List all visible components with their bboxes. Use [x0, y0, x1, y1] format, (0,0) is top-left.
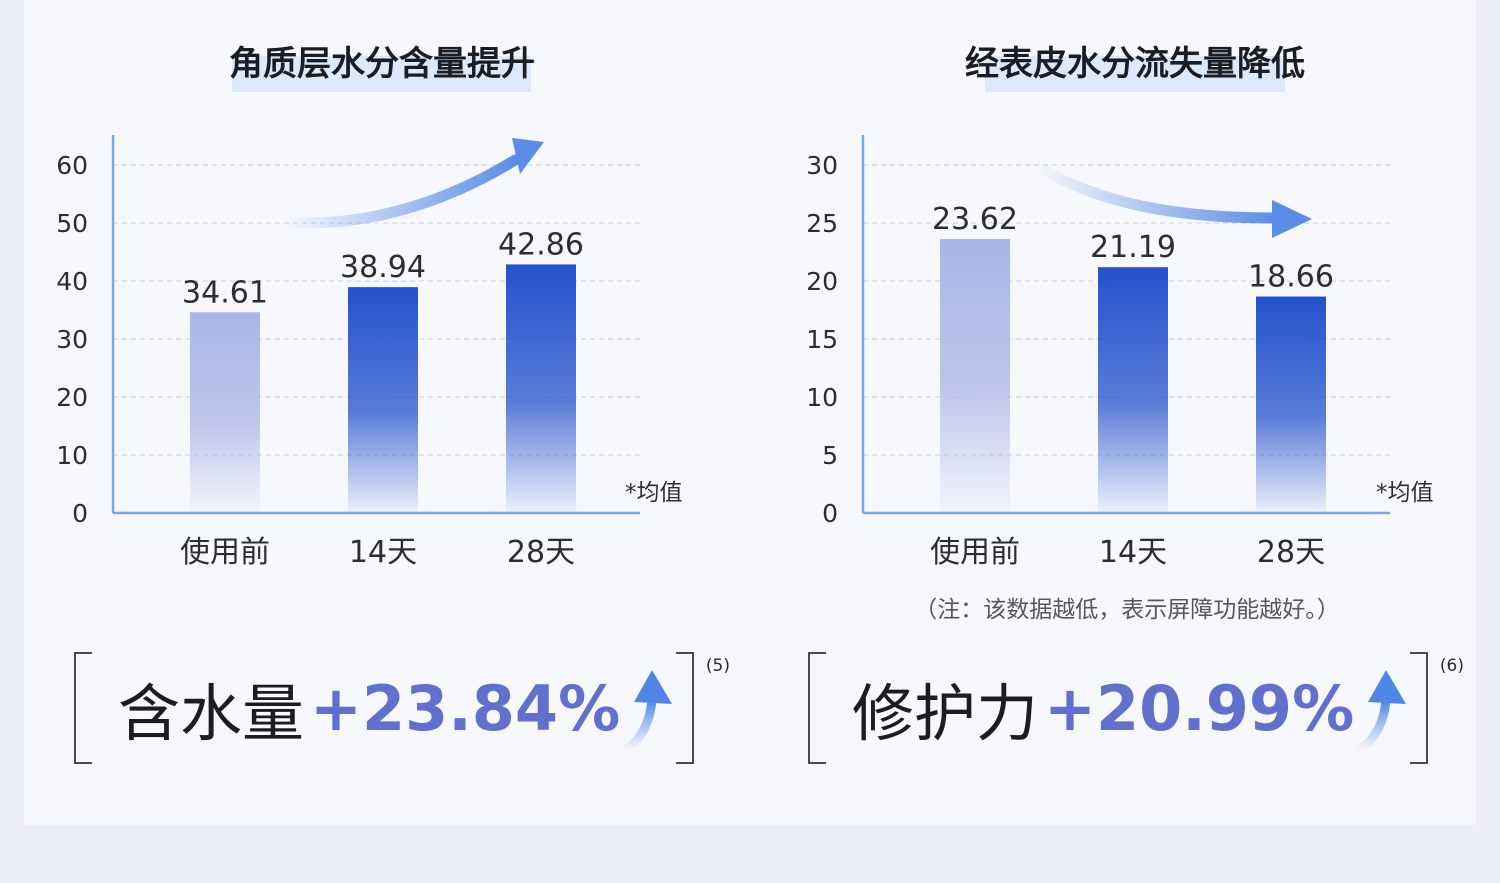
- up-arrow-icon: [1356, 670, 1407, 750]
- title-highlight-left: [232, 56, 531, 92]
- bracket-left: [74, 652, 92, 764]
- bracket-right: [676, 652, 694, 764]
- stat-value: +23.84%: [310, 671, 621, 745]
- y-tick-label: 20: [806, 267, 838, 296]
- arrow-head-icon: [1272, 200, 1312, 238]
- stat-label: 含水量: [118, 677, 305, 750]
- y-tick-label: 40: [56, 267, 88, 296]
- trend-down-arrow-icon: [1029, 159, 1281, 224]
- x-tick-label: 使用前: [930, 535, 1020, 570]
- y-tick-label: 0: [72, 499, 88, 528]
- stat-text: 含水量 +23.84%: [118, 668, 678, 750]
- y-tick-label: 5: [822, 441, 838, 470]
- x-tick-label: 28天: [1257, 535, 1325, 570]
- y-tick-label: 30: [806, 151, 838, 180]
- trend-up-arrow-icon: [279, 154, 521, 229]
- data-label: 34.61: [182, 275, 268, 310]
- y-tick-label: 30: [56, 325, 88, 354]
- card-background: [24, 0, 1476, 825]
- data-label: 42.86: [498, 227, 584, 262]
- y-tick-label: 20: [56, 383, 88, 412]
- unit-note: *均值: [625, 480, 683, 506]
- y-tick-label: 0: [822, 499, 838, 528]
- arrow-head-icon: [512, 138, 544, 174]
- x-tick-label: 使用前: [180, 535, 270, 570]
- up-arrow-icon: [622, 670, 673, 750]
- bracket-right: [1410, 652, 1428, 764]
- unit-note: *均值: [1376, 480, 1434, 506]
- footnote-ref: (6): [1439, 656, 1464, 676]
- bar: [506, 264, 576, 513]
- stat-label: 修护力: [852, 677, 1039, 750]
- data-label: 18.66: [1248, 260, 1334, 295]
- title-highlight-right: [985, 56, 1285, 92]
- bar: [190, 312, 260, 513]
- bar: [348, 287, 418, 513]
- bar: [1256, 296, 1326, 513]
- y-tick-label: 15: [806, 325, 838, 354]
- chart-note: （注：该数据越低，表示屏障功能越好。）: [914, 597, 1340, 623]
- y-tick-label: 60: [56, 151, 88, 180]
- y-tick-label: 10: [806, 383, 838, 412]
- x-tick-label: 14天: [349, 535, 417, 570]
- y-tick-label: 10: [56, 441, 88, 470]
- x-tick-label: 28天: [507, 535, 575, 570]
- bar: [1098, 267, 1168, 513]
- stat-value: +20.99%: [1044, 671, 1355, 745]
- footnote-ref: (5): [705, 656, 730, 676]
- stat-text: 修护力 +20.99%: [852, 668, 1412, 750]
- data-label: 21.19: [1090, 230, 1176, 265]
- stat-block-moisture: 含水量 +23.84% (5): [74, 652, 730, 764]
- y-tick-label: 50: [56, 209, 88, 238]
- bar: [940, 239, 1010, 513]
- chart-title-left: 角质层水分含量提升: [229, 44, 535, 84]
- stat-block-repair: 修护力 +20.99% (6): [808, 652, 1464, 764]
- data-label: 23.62: [932, 202, 1018, 237]
- x-tick-label: 14天: [1099, 535, 1167, 570]
- bracket-left: [808, 652, 826, 764]
- y-tick-label: 25: [806, 209, 838, 238]
- data-label: 38.94: [340, 250, 426, 285]
- chart-title-right: 经表皮水分流失量降低: [965, 44, 1305, 84]
